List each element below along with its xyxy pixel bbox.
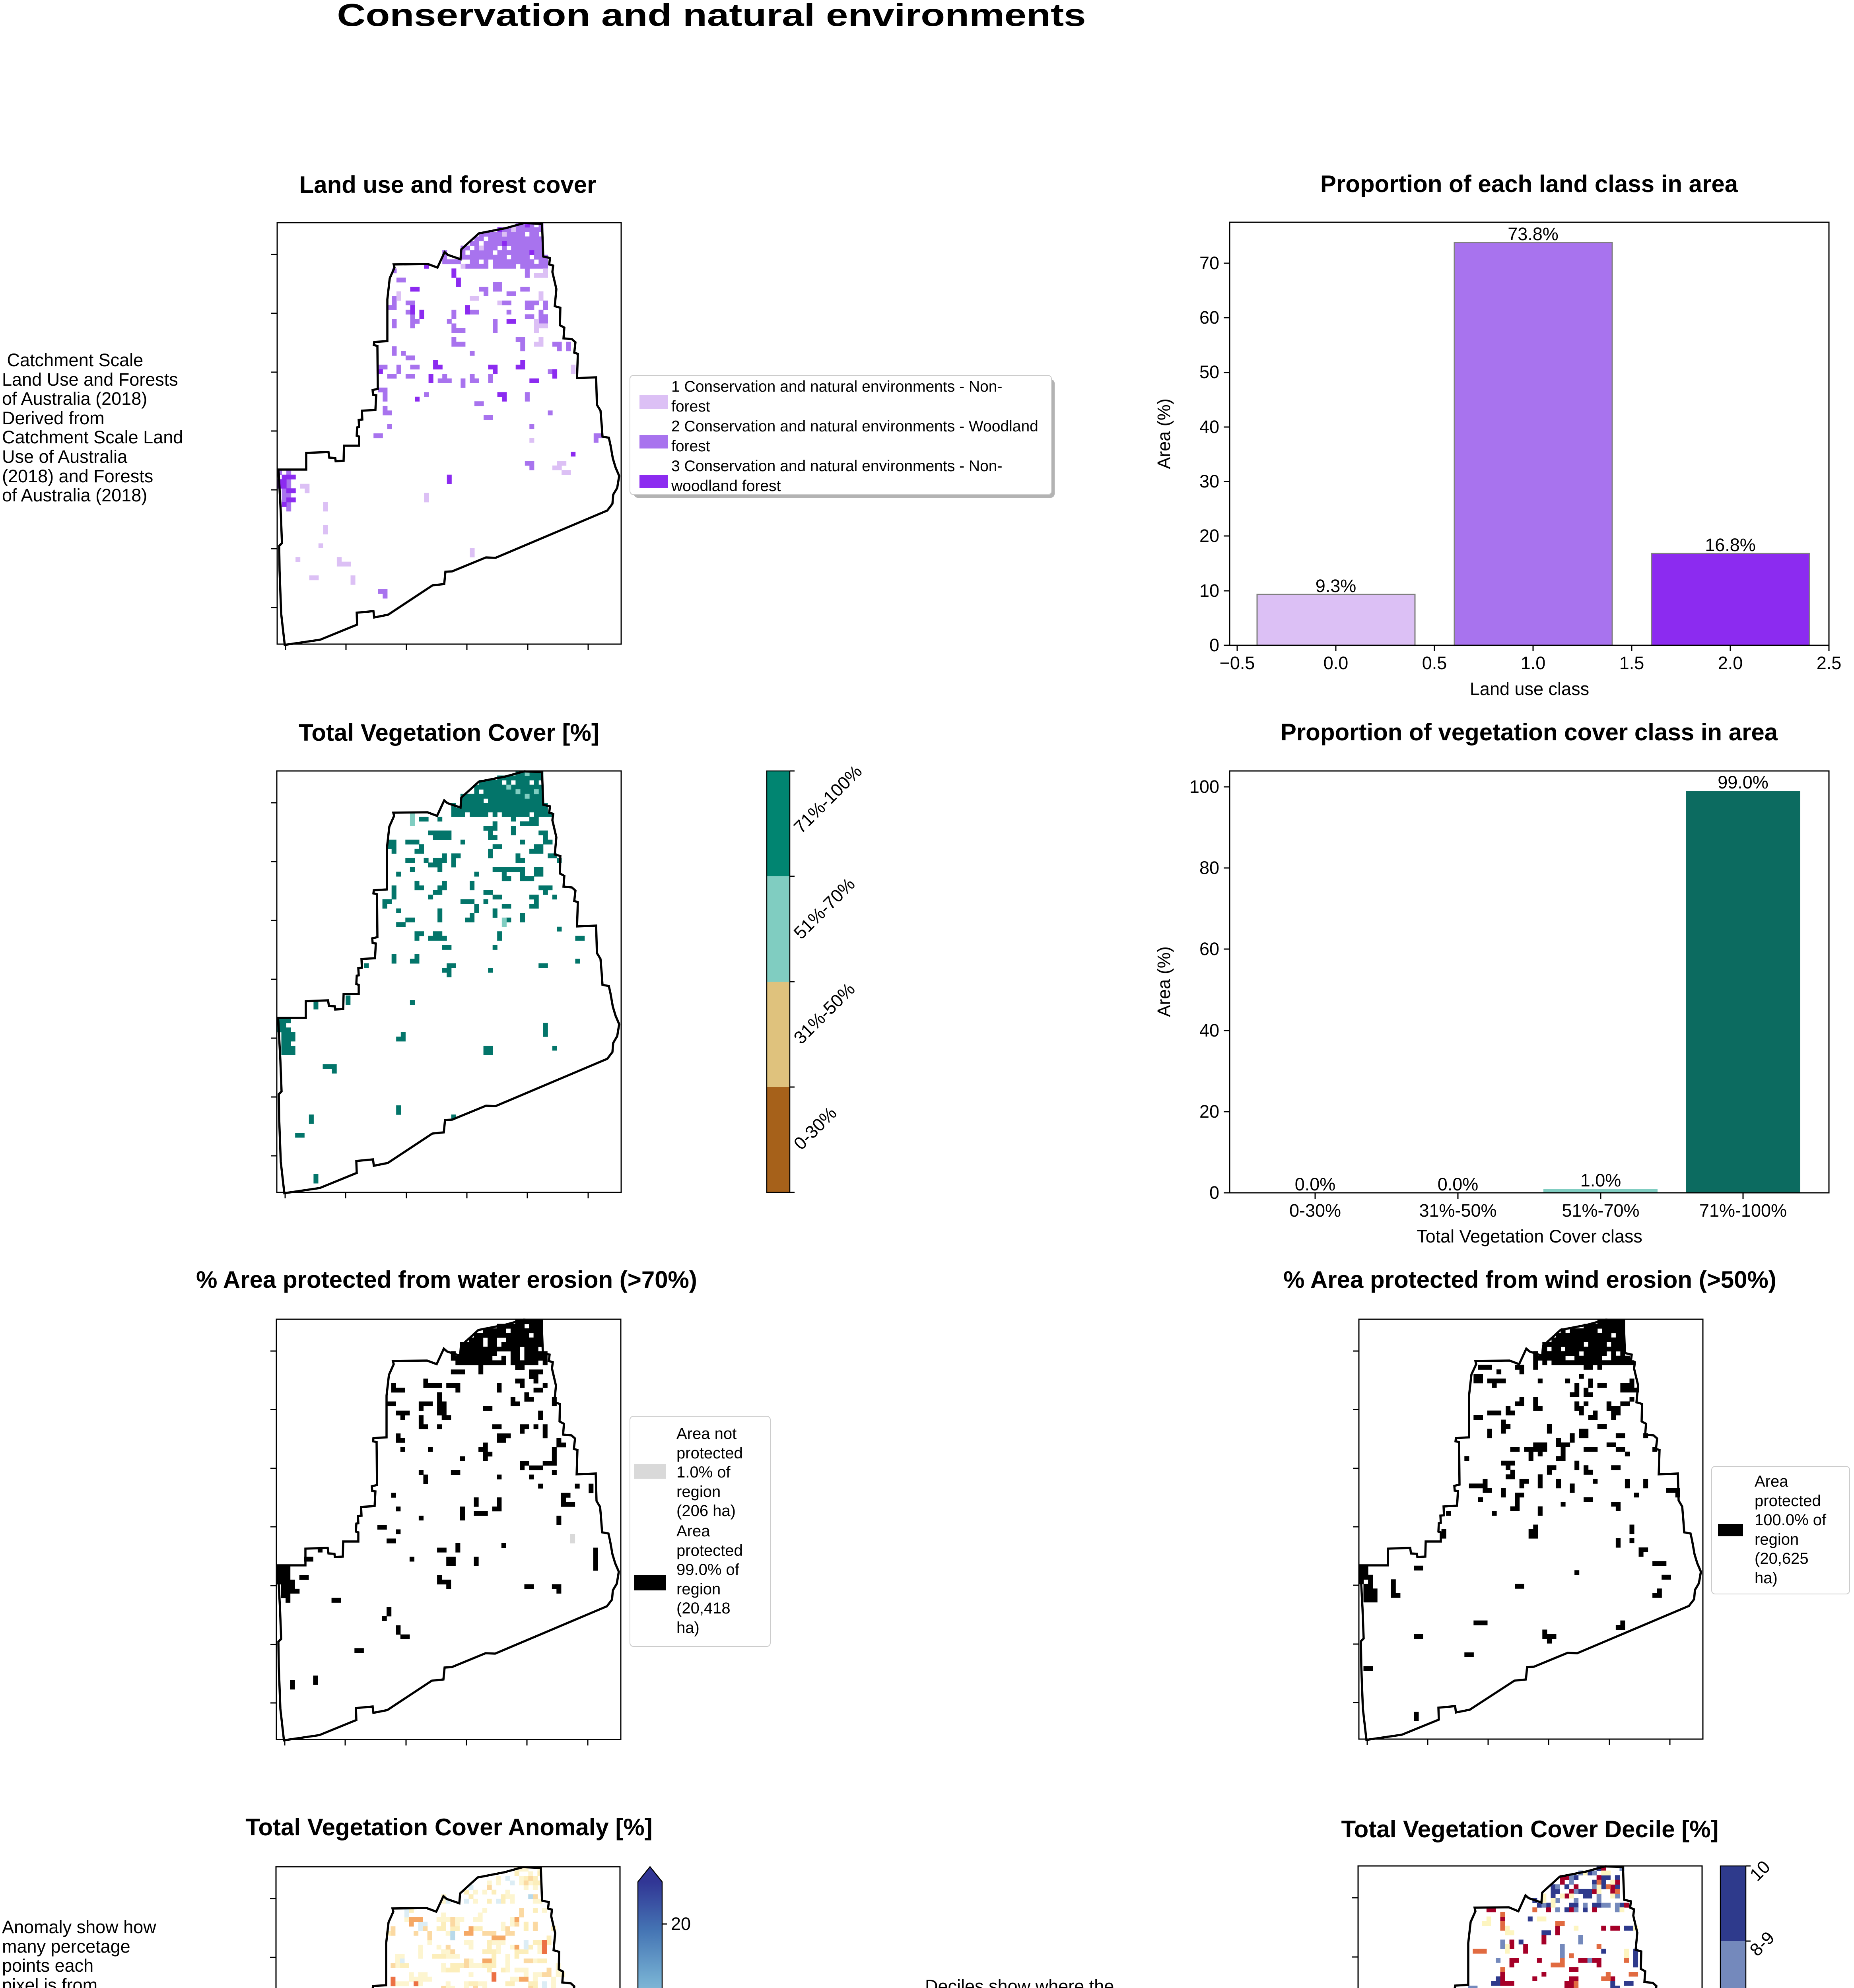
svg-text:70: 70 [1199, 253, 1219, 273]
svg-text:31%-50%: 31%-50% [1419, 1200, 1496, 1221]
svg-text:40: 40 [1199, 417, 1219, 437]
svg-text:0.0: 0.0 [1323, 653, 1349, 673]
svg-text:1.0%: 1.0% [1580, 1170, 1621, 1190]
svg-text:1.0: 1.0 [1521, 653, 1546, 673]
svg-text:0-30%: 0-30% [1289, 1200, 1341, 1221]
svg-text:60: 60 [1199, 307, 1219, 328]
svg-text:0.0%: 0.0% [1295, 1174, 1336, 1194]
svg-text:20: 20 [1199, 526, 1219, 546]
svg-text:2.0: 2.0 [1718, 653, 1743, 673]
svg-text:40: 40 [1199, 1020, 1219, 1041]
svg-text:2.5: 2.5 [1817, 653, 1842, 673]
svg-text:30: 30 [1199, 471, 1219, 491]
svg-text:1.5: 1.5 [1619, 653, 1644, 673]
svg-text:10: 10 [1199, 580, 1219, 601]
svg-text:Area (%): Area (%) [1154, 946, 1174, 1017]
svg-text:0: 0 [1209, 1182, 1219, 1203]
svg-text:100: 100 [1189, 777, 1219, 797]
svg-text:16.8%: 16.8% [1705, 535, 1756, 555]
svg-text:51%-70%: 51%-70% [1562, 1200, 1639, 1221]
svg-text:−0.5: −0.5 [1220, 653, 1255, 673]
svg-text:Total Vegetation Cover class: Total Vegetation Cover class [1417, 1226, 1642, 1246]
svg-text:Land use class: Land use class [1470, 679, 1589, 699]
svg-text:73.8%: 73.8% [1508, 224, 1559, 244]
svg-text:Area (%): Area (%) [1154, 398, 1174, 469]
svg-text:20: 20 [1199, 1101, 1219, 1122]
svg-text:80: 80 [1199, 858, 1219, 878]
svg-text:50: 50 [1199, 362, 1219, 382]
svg-text:0: 0 [1209, 635, 1219, 655]
svg-text:99.0%: 99.0% [1718, 772, 1768, 792]
svg-text:9.3%: 9.3% [1316, 576, 1356, 596]
svg-text:0.5: 0.5 [1422, 653, 1447, 673]
svg-text:60: 60 [1199, 939, 1219, 959]
svg-text:20: 20 [671, 1914, 691, 1934]
svg-text:0.0%: 0.0% [1438, 1174, 1479, 1194]
svg-text:71%-100%: 71%-100% [1699, 1200, 1787, 1221]
